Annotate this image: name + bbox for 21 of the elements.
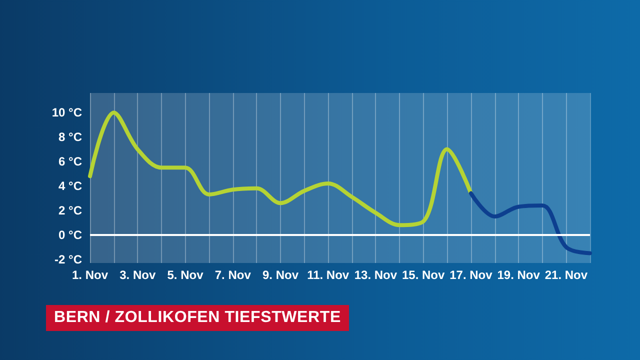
x-tick-label: 3. Nov [120, 268, 156, 282]
y-tick-label: 6 °C [58, 154, 82, 168]
x-tick-label: 5. Nov [167, 268, 204, 282]
x-tick-label: 17. Nov [450, 268, 493, 282]
line-series [468, 191, 592, 256]
y-tick-label: 2 °C [58, 203, 82, 218]
y-tick-label: 10 °C [52, 106, 82, 120]
y-tick-label: 0 °C [58, 228, 82, 242]
x-tick-label: 9. Nov [262, 268, 299, 282]
y-tick-label: -2 °C [54, 252, 82, 266]
line-series [88, 110, 473, 228]
text: BERN / ZOLLIKOFEN TIEFSTWERTE [46, 305, 349, 331]
x-tick-label: 1. Nov [72, 268, 108, 282]
x-tick-label: 19. Nov [497, 268, 540, 282]
y-tick-label: 4 °C [58, 178, 82, 193]
x-tick-label: 21. Nov [544, 268, 588, 282]
x-tick-label: 13. Nov [354, 268, 398, 282]
x-tick-label: 15. Nov [402, 268, 445, 282]
x-tick-label: 11. Nov [307, 268, 350, 282]
x-tick-label: 7. Nov [214, 268, 252, 282]
y-tick-label: 8 °C [58, 130, 82, 144]
